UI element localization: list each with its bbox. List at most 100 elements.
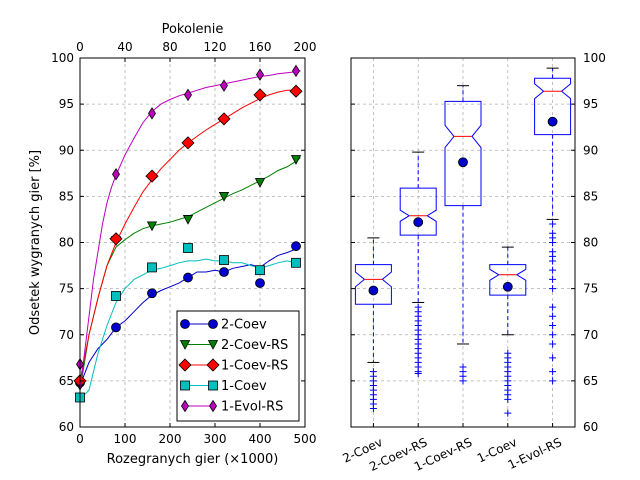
- series-marker-1-Coev: [291, 257, 301, 268]
- legend-marker-1-Coev-RS: [178, 358, 192, 372]
- top-x-axis-title: Pokolenie: [162, 22, 224, 37]
- outlier: [549, 257, 557, 265]
- outlier: [459, 377, 467, 385]
- outlier: [549, 239, 557, 246]
- y-tick-label: 80: [59, 236, 74, 250]
- series-marker-1-Evol-RS: [256, 68, 264, 81]
- y-tick-label: 70: [583, 328, 598, 342]
- top-x-tick-label: 0: [76, 40, 84, 54]
- legend-marker-2-Coev-RS: [207, 340, 219, 350]
- x-tick-label: 0: [76, 432, 84, 446]
- series-marker-1-Evol-RS: [184, 88, 192, 102]
- x-tick-label: 500: [294, 432, 317, 446]
- legend-label-1-Evol-RS: 1-Evol-RS: [221, 400, 283, 415]
- legend-label-2-Coev: 2-Coev: [221, 318, 267, 333]
- outlier: [549, 368, 557, 376]
- top-x-tick-label: 120: [204, 40, 227, 54]
- box-1-Coev: [489, 246, 527, 417]
- series-marker-2-Coev: [291, 241, 301, 252]
- legend-label-1-Coev-RS: 1-Coev-RS: [221, 359, 288, 374]
- x-tick-label: 400: [249, 432, 272, 446]
- series-marker-2-Coev-RS: [290, 155, 302, 165]
- y-tick-label: 100: [583, 51, 606, 65]
- y-tick-label: 80: [583, 236, 598, 250]
- box-mean: [458, 157, 468, 168]
- y-tick-label: 75: [583, 282, 598, 296]
- series-marker-1-Evol-RS: [112, 167, 120, 181]
- outlier: [549, 285, 557, 293]
- box-body: [354, 264, 392, 305]
- y-tick-label: 60: [59, 420, 74, 434]
- outlier: [549, 312, 557, 320]
- top-x-tick-label: 160: [249, 40, 272, 54]
- outlier: [504, 395, 512, 403]
- top-x-tick-label: 80: [162, 40, 177, 54]
- y-tick-label: 95: [59, 97, 74, 111]
- outlier: [549, 275, 557, 283]
- series-marker-1-Coev-RS: [181, 136, 195, 150]
- legend-marker-1-Evol-RS: [209, 399, 217, 413]
- series-marker-1-Coev-RS: [253, 88, 267, 102]
- y-tick-label: 75: [59, 282, 74, 296]
- series-marker-1-Evol-RS: [220, 79, 228, 92]
- outlier: [369, 405, 377, 413]
- y-tick-label: 85: [59, 189, 74, 203]
- series-marker-1-Coev: [147, 262, 157, 273]
- box-plot: 60657075808590951002-Coev2-Coev-RS1-Coev…: [341, 51, 606, 474]
- box-body: [489, 264, 527, 296]
- box-body: [444, 100, 482, 207]
- series-marker-2-Coev-RS: [182, 215, 194, 225]
- outlier: [414, 369, 422, 377]
- outlier: [549, 322, 557, 330]
- box-1-Evol-RS: [534, 67, 572, 385]
- series-marker-1-Evol-RS: [148, 107, 156, 120]
- legend: 2-Coev 2-Coev-RS 1-Coev-RS 1-Coev 1-Evol-RS: [176, 310, 300, 422]
- series-marker-1-Coev-RS: [145, 169, 159, 183]
- box-body: [399, 187, 437, 236]
- top-x-tick-label: 40: [117, 40, 132, 54]
- y-tick-label: 85: [583, 189, 598, 203]
- box-1-Coev-RS: [444, 85, 482, 385]
- box-mean: [413, 217, 424, 228]
- box-2-Coev: [354, 237, 392, 413]
- series-marker-1-Coev: [183, 243, 193, 253]
- series-marker-2-Coev: [111, 322, 121, 333]
- series-marker-2-Coev-RS: [146, 221, 158, 232]
- x-tick-label: 300: [204, 432, 227, 446]
- y-tick-label: 65: [583, 374, 598, 388]
- outlier: [504, 409, 512, 417]
- series-marker-1-Coev: [111, 291, 121, 301]
- series-line-2-Coev-RS: [79, 157, 301, 391]
- series-marker-2-Coev-RS: [254, 178, 266, 188]
- series-marker-2-Coev-RS: [218, 191, 230, 202]
- legend-marker-2-Coev: [180, 319, 190, 329]
- box-mean: [547, 116, 558, 127]
- y-tick-label: 95: [583, 97, 598, 111]
- legend-label-1-Coev: 1-Coev: [221, 379, 267, 394]
- series-marker-1-Coev-RS: [109, 232, 123, 246]
- legend-marker-1-Coev-RS: [206, 358, 220, 372]
- y-tick-label: 60: [583, 420, 598, 434]
- series-marker-2-Coev: [183, 272, 193, 283]
- legend-marker-1-Coev: [208, 380, 218, 391]
- y-tick-label: 90: [583, 143, 598, 157]
- legend-box: [176, 310, 300, 422]
- legend-label-2-Coev-RS: 2-Coev-RS: [221, 338, 288, 353]
- y-tick-label: 65: [59, 374, 74, 388]
- series-marker-1-Coev: [219, 255, 229, 265]
- series-marker-1-Coev: [255, 265, 265, 276]
- x-tick-label: 200: [159, 432, 182, 446]
- box-2-Coev-RS: [399, 151, 437, 377]
- series-marker-2-Coev: [147, 288, 157, 299]
- legend-marker-2-Coev: [208, 319, 218, 329]
- legend-marker-2-Coev-RS: [179, 340, 191, 350]
- y-tick-label: 90: [59, 143, 74, 157]
- outlier: [549, 266, 557, 274]
- x-axis-title: Rozegranych gier (×1000): [107, 452, 279, 467]
- outlier: [549, 331, 557, 339]
- y-axis-title: Odsetek wygranych gier [%]: [28, 150, 43, 335]
- series-marker-2-Coev: [219, 267, 229, 277]
- x-tick-label: 100: [114, 432, 137, 446]
